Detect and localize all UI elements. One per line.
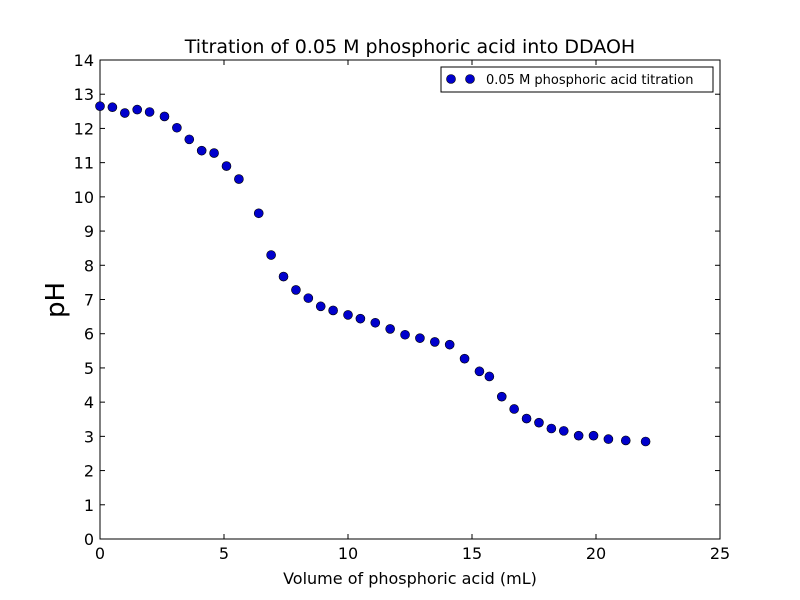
data-point — [291, 285, 301, 295]
data-point — [534, 417, 544, 428]
legend-label: 0.05 M phosphoric acid titration — [486, 73, 693, 88]
y-tick-label: 8 — [84, 256, 94, 275]
y-tick-label: 12 — [74, 119, 94, 138]
x-tick-label: 0 — [95, 544, 105, 563]
y-tick-label: 13 — [74, 85, 94, 104]
x-axis-label: Volume of phosphoric acid (mL) — [283, 569, 537, 588]
data-point — [429, 337, 440, 347]
y-tick-label: 9 — [84, 222, 94, 241]
data-point — [385, 324, 395, 334]
data-point — [496, 391, 507, 402]
y-tick-label: 6 — [84, 325, 94, 344]
legend: 0.05 M phosphoric acid titration — [440, 66, 714, 93]
data-point — [509, 404, 519, 414]
y-tick-label: 14 — [74, 51, 94, 70]
x-tick-label: 5 — [219, 544, 229, 563]
data-point — [328, 305, 338, 316]
data-point — [107, 102, 118, 113]
data-point — [144, 107, 155, 117]
data-point — [640, 436, 651, 447]
data-point — [253, 208, 264, 219]
y-tick-label: 10 — [74, 188, 94, 207]
data-point — [95, 101, 105, 111]
data-point — [120, 108, 130, 118]
x-tick-label: 10 — [338, 544, 358, 563]
y-tick-label: 4 — [84, 393, 94, 412]
data-point — [474, 366, 485, 377]
legend-marker — [465, 74, 475, 84]
data-point — [209, 148, 219, 158]
data-point — [558, 426, 569, 436]
data-point — [370, 317, 381, 328]
data-point — [546, 423, 557, 434]
data-point — [588, 430, 599, 441]
data-points — [95, 101, 651, 447]
data-point — [303, 293, 314, 303]
data-point — [573, 430, 584, 441]
data-point — [484, 371, 495, 382]
legend-box — [440, 66, 714, 93]
y-tick-label: 3 — [84, 427, 94, 446]
data-point — [234, 174, 244, 184]
data-point — [278, 271, 289, 282]
data-point — [221, 161, 232, 171]
x-tick-label: 15 — [462, 544, 482, 563]
legend-marker — [446, 74, 456, 84]
x-tick-label: 20 — [586, 544, 606, 563]
y-tick-label: 1 — [84, 496, 94, 515]
data-point — [521, 413, 532, 424]
data-point — [400, 329, 410, 340]
data-point — [196, 145, 207, 156]
data-point — [184, 134, 195, 145]
y-axis-label: pH — [41, 282, 71, 318]
data-point — [355, 313, 366, 324]
chart-title: Titration of 0.05 M phosphoric acid into… — [184, 36, 635, 58]
x-axis: 0 5 10 15 20 25 — [95, 60, 730, 563]
x-tick-label: 25 — [710, 544, 730, 563]
data-point — [415, 333, 425, 343]
data-point — [343, 310, 353, 320]
data-point — [603, 434, 614, 444]
data-point — [620, 435, 631, 446]
data-point — [266, 250, 276, 260]
y-tick-label: 7 — [84, 291, 94, 310]
data-point — [315, 301, 326, 312]
data-point — [132, 104, 142, 115]
y-tick-label: 11 — [74, 154, 94, 173]
data-point — [459, 353, 470, 364]
plot-area — [99, 59, 721, 540]
y-tick-label: 2 — [84, 462, 94, 481]
data-point — [159, 111, 170, 122]
y-tick-label: 0 — [84, 530, 94, 549]
data-point — [172, 122, 182, 133]
data-point — [444, 339, 455, 350]
y-tick-label: 5 — [84, 359, 94, 378]
